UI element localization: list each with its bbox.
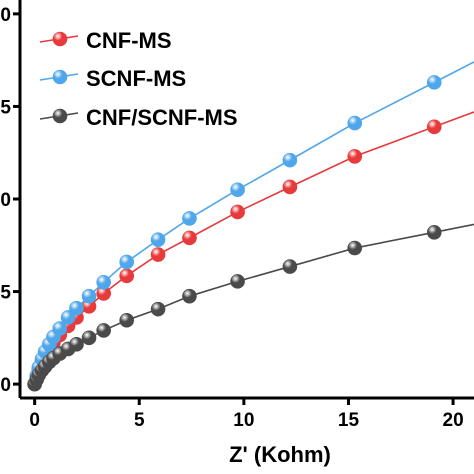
data-point [426,75,442,90]
legend: CNF-MS SCNF-MS CNF/SCNF-MS [39,28,238,130]
data-point [81,288,97,304]
data-point [150,247,166,262]
data-point [182,230,197,246]
data-point [96,323,111,338]
y-tick-label: 0 [0,190,11,211]
y-tick-label: 0 [0,375,11,396]
legend-label: CNF-MS [86,28,172,53]
data-point [347,240,363,256]
x-axis-title: Z' (Kohm) [229,442,331,467]
data-point [347,149,363,164]
data-point [119,268,135,284]
data-point [60,310,76,325]
data-point [426,225,442,240]
data-point [69,337,84,352]
legend-marker [52,108,68,124]
data-point [52,321,68,336]
data-point [96,275,111,290]
data-point [150,232,166,248]
data-point [119,312,135,328]
series-line-2 [33,223,474,385]
data-point [81,330,97,346]
x-tick-label: 0 [29,410,40,431]
data-point [230,182,245,198]
legend-label: CNF/SCNF-MS [86,105,238,130]
legend-marker [52,69,68,85]
y-tick-label: 5 [0,97,11,118]
data-point [282,152,298,168]
data-point [282,259,298,274]
y-tick-label: 5 [0,283,11,304]
data-point [347,115,363,131]
data-point [426,119,442,135]
x-tick-label: 15 [338,410,360,431]
x-tick-label: 10 [233,410,254,431]
legend-label: SCNF-MS [86,66,186,91]
series-line-0 [33,111,474,385]
data-point [150,301,166,317]
data-point [182,288,197,304]
plot-area [27,61,474,392]
data-point [282,179,298,195]
data-point [230,204,245,220]
tick-marks: 0 5 10 15 20 0 5 0 5 0 [0,5,463,431]
data-point [230,274,245,289]
data-point [69,300,84,316]
data-point [119,254,135,270]
x-tick-label: 20 [443,410,464,431]
legend-marker [52,31,68,47]
x-tick-label: 5 [134,410,145,431]
data-point [182,211,197,226]
y-tick-label: 0 [0,5,11,26]
